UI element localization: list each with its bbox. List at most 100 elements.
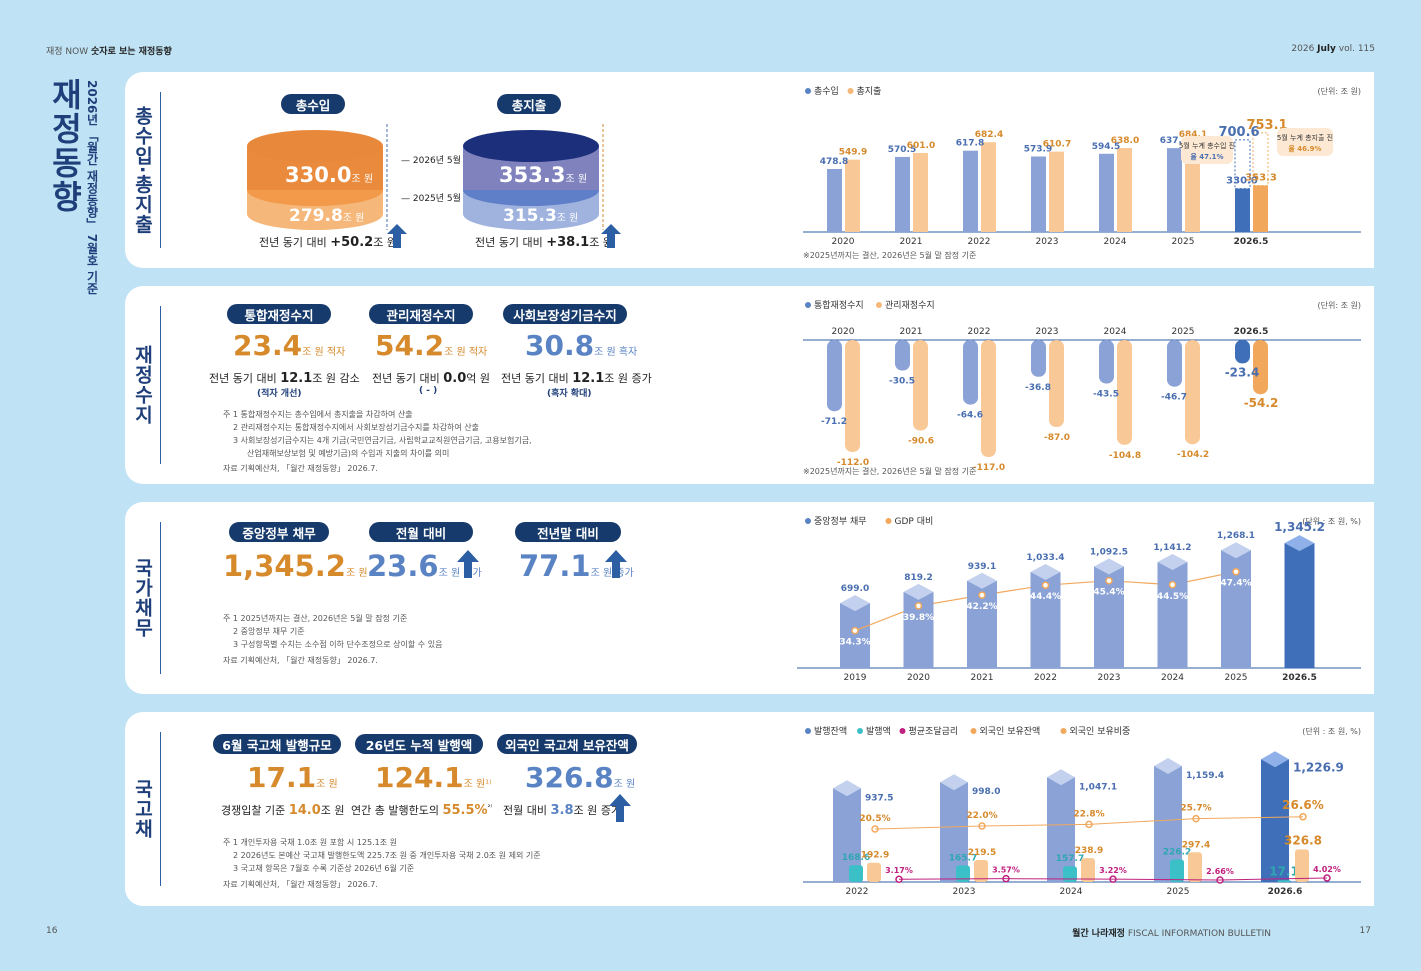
- issue-month: July: [1317, 44, 1336, 54]
- debt-bar-top: [1157, 554, 1188, 571]
- issuance-value-label: 168.6: [842, 853, 870, 863]
- debt-bar-top: [967, 572, 997, 589]
- treasury-bond-chart: 발행잔액 발행액 평균조달금리 외국인 보유잔액 외국인 보유비중 (단위 : 조 원, …: [803, 725, 1361, 897]
- x-tick-label: 2020: [832, 237, 855, 247]
- legend-swatch: [885, 518, 892, 524]
- revenue-bar: [1031, 156, 1046, 232]
- outstanding-bar-top: [1154, 758, 1182, 775]
- foreign-holdings-sub: 전월 대비 3.8조 원 증가: [503, 803, 621, 818]
- legend-swatch: [876, 302, 882, 308]
- rate-label: 2.66%: [1206, 867, 1234, 876]
- legend-label: 총지출: [857, 86, 882, 97]
- gdp-ratio-label: 47.4%: [1220, 579, 1251, 589]
- revenue-bar: [1167, 148, 1182, 232]
- fiscal-balance-chart: 통합재정수지 관리재정수지 (단위: 조 원) -71.2 -112.0 2020 -30.…: [803, 300, 1361, 476]
- issuance-value-label: 165.7: [949, 853, 977, 863]
- legend-label: 외국인 보유비중: [1070, 725, 1131, 737]
- panel-revenue-expenditure: 총수입 총지출 330.0조 원 279.8조 원 — 2026년 5월 → —…: [167, 72, 1374, 268]
- chart-footnote: ※2025년까지는 결산, 2026년은 5월 말 잠정 기준: [803, 250, 976, 260]
- foreign-holding-value-label: 326.8: [1284, 833, 1322, 847]
- note-line: 산업재해보상보험 및 예방기금)의 수입과 지출의 차이를 의미: [247, 449, 450, 458]
- panel-fiscal-balance: 통합재정수지 관리재정수지 사회보장성기금수지 23.4조 원 적자 54.2조…: [167, 286, 1374, 484]
- managed-balance-pill: 관리재정수지: [369, 304, 473, 324]
- consolidated-balance-value: 23.4조 원 적자: [233, 329, 346, 362]
- social-fund-balance-pill: 사회보장성기금수지: [503, 304, 627, 324]
- debt-bar-top: [1221, 542, 1251, 559]
- legend-label: 발행잔액: [814, 725, 847, 737]
- legend-label: 외국인 보유잔액: [980, 725, 1041, 737]
- tab-rule: [160, 92, 161, 248]
- expenditure-bar: [1185, 141, 1200, 232]
- section-header: 재정 NOW 숫자로 보는 재정동향: [46, 44, 172, 57]
- social-fund-sub: (흑자 확대): [547, 389, 592, 399]
- x-tick-label: 2025: [1225, 673, 1248, 683]
- foreign-holding-bar: [974, 860, 988, 882]
- x-tick-label: 2021: [971, 673, 994, 683]
- callout-text: 율 47.1%: [1190, 152, 1223, 161]
- foreign-holding-value-label: 219.5: [968, 848, 996, 858]
- managed-bar: [1185, 340, 1200, 445]
- page-number-left: 16: [46, 926, 58, 936]
- source-line: 자료 기획예산처, 「월간 재정동향」 2026.7.: [223, 656, 378, 665]
- foreign-share-line: [874, 816, 1304, 830]
- legend-swatch: [1060, 728, 1067, 734]
- x-tick-label: 2026.5: [1234, 237, 1269, 247]
- debt-value-label: 1,092.5: [1090, 548, 1128, 558]
- consolidated-bar: [1099, 340, 1114, 384]
- legend-label: 평균조달금리: [909, 725, 959, 737]
- side-subtitle: 2026년 「월간 재정동향」 7월호 기준: [85, 80, 99, 295]
- section-label: 재정 NOW: [46, 47, 89, 57]
- foreign-share-label: 25.7%: [1180, 804, 1211, 814]
- consolidated-value-label: -64.6: [957, 411, 983, 421]
- outstanding-value-label: 937.5: [865, 793, 893, 803]
- panel-national-debt: 중앙정부 채무 전월 대비 전년말 대비 1,345.2조 원 23.6조 원 …: [167, 502, 1374, 694]
- revenue-value-label: 478.8: [820, 157, 848, 167]
- callout-box: [1181, 136, 1233, 164]
- x-tick-label: 2022: [846, 887, 869, 897]
- source-line: 자료 기획예산처, 「월간 재정동향」 2026.7.: [223, 880, 378, 889]
- debt-bar: [1284, 543, 1315, 668]
- section-title: 숫자로 보는 재정동향: [91, 47, 172, 57]
- note-line: 주 1 통합재정수지는 총수입에서 총지출을 차감하여 산출: [223, 410, 413, 419]
- consolidated-value-label: -46.7: [1161, 393, 1187, 403]
- x-tick-label: 2024: [1161, 673, 1184, 683]
- gdp-ratio-label: 34.3%: [839, 638, 870, 648]
- outstanding-value-label: 1,047.1: [1079, 782, 1117, 792]
- foreign-holding-value-label: 238.9: [1075, 846, 1103, 856]
- expenditure-bar: [1253, 185, 1268, 232]
- managed-bar: [1117, 340, 1132, 445]
- revenue-bar: [895, 156, 910, 232]
- expenditure-bar: [913, 152, 928, 232]
- gdp-ratio-point: [1105, 576, 1113, 585]
- issuance-bar: [849, 865, 863, 882]
- expenditure-cylinder: [463, 124, 604, 230]
- legend-swatch: [899, 728, 906, 734]
- callout-text: 5월 누계 총수입 진: [1179, 141, 1235, 150]
- up-arrow-icon: [605, 550, 627, 578]
- x-tick-label: 2021: [900, 327, 923, 337]
- expenditure-forecast-bar: [1252, 132, 1269, 187]
- x-tick-label: 2024: [1104, 327, 1127, 337]
- consolidated-value-label: -23.4: [1225, 365, 1260, 379]
- debt-bar: [840, 603, 870, 668]
- foreign-holdings-value: 326.8조 원: [525, 761, 636, 794]
- expenditure-bar: [1117, 148, 1132, 232]
- issuance-value-label: 17.1: [1269, 864, 1299, 878]
- note-line: 주 1 2025년까지는 결산, 2026년은 5월 말 잠정 기준: [223, 614, 408, 623]
- legend-swatch: [805, 88, 811, 94]
- x-tick-label: 2020: [907, 673, 930, 683]
- debt-value-label: 1,033.4: [1026, 553, 1064, 563]
- revenue-value-label: 637.4: [1160, 136, 1188, 146]
- expenditure-value-label: 638.0: [1111, 136, 1139, 146]
- unit-label: (단위 : 조 원, %): [1302, 726, 1361, 736]
- legend-swatch: [805, 728, 811, 734]
- consolidated-value-label: -43.5: [1093, 390, 1119, 400]
- managed-value-label: -87.0: [1044, 433, 1070, 443]
- month-change-value: 23.6조 원 증가: [367, 549, 482, 583]
- gdp-ratio-point: [1232, 567, 1240, 576]
- consolidated-bar: [827, 340, 842, 412]
- x-tick-label: 2021: [900, 237, 923, 247]
- cumulative-issuance-sub: 연간 총 발행한도의 55.5%²⁾: [351, 803, 493, 818]
- x-tick-label: 2020: [832, 327, 855, 337]
- consolidated-balance-pill: 통합재정수지: [227, 304, 331, 324]
